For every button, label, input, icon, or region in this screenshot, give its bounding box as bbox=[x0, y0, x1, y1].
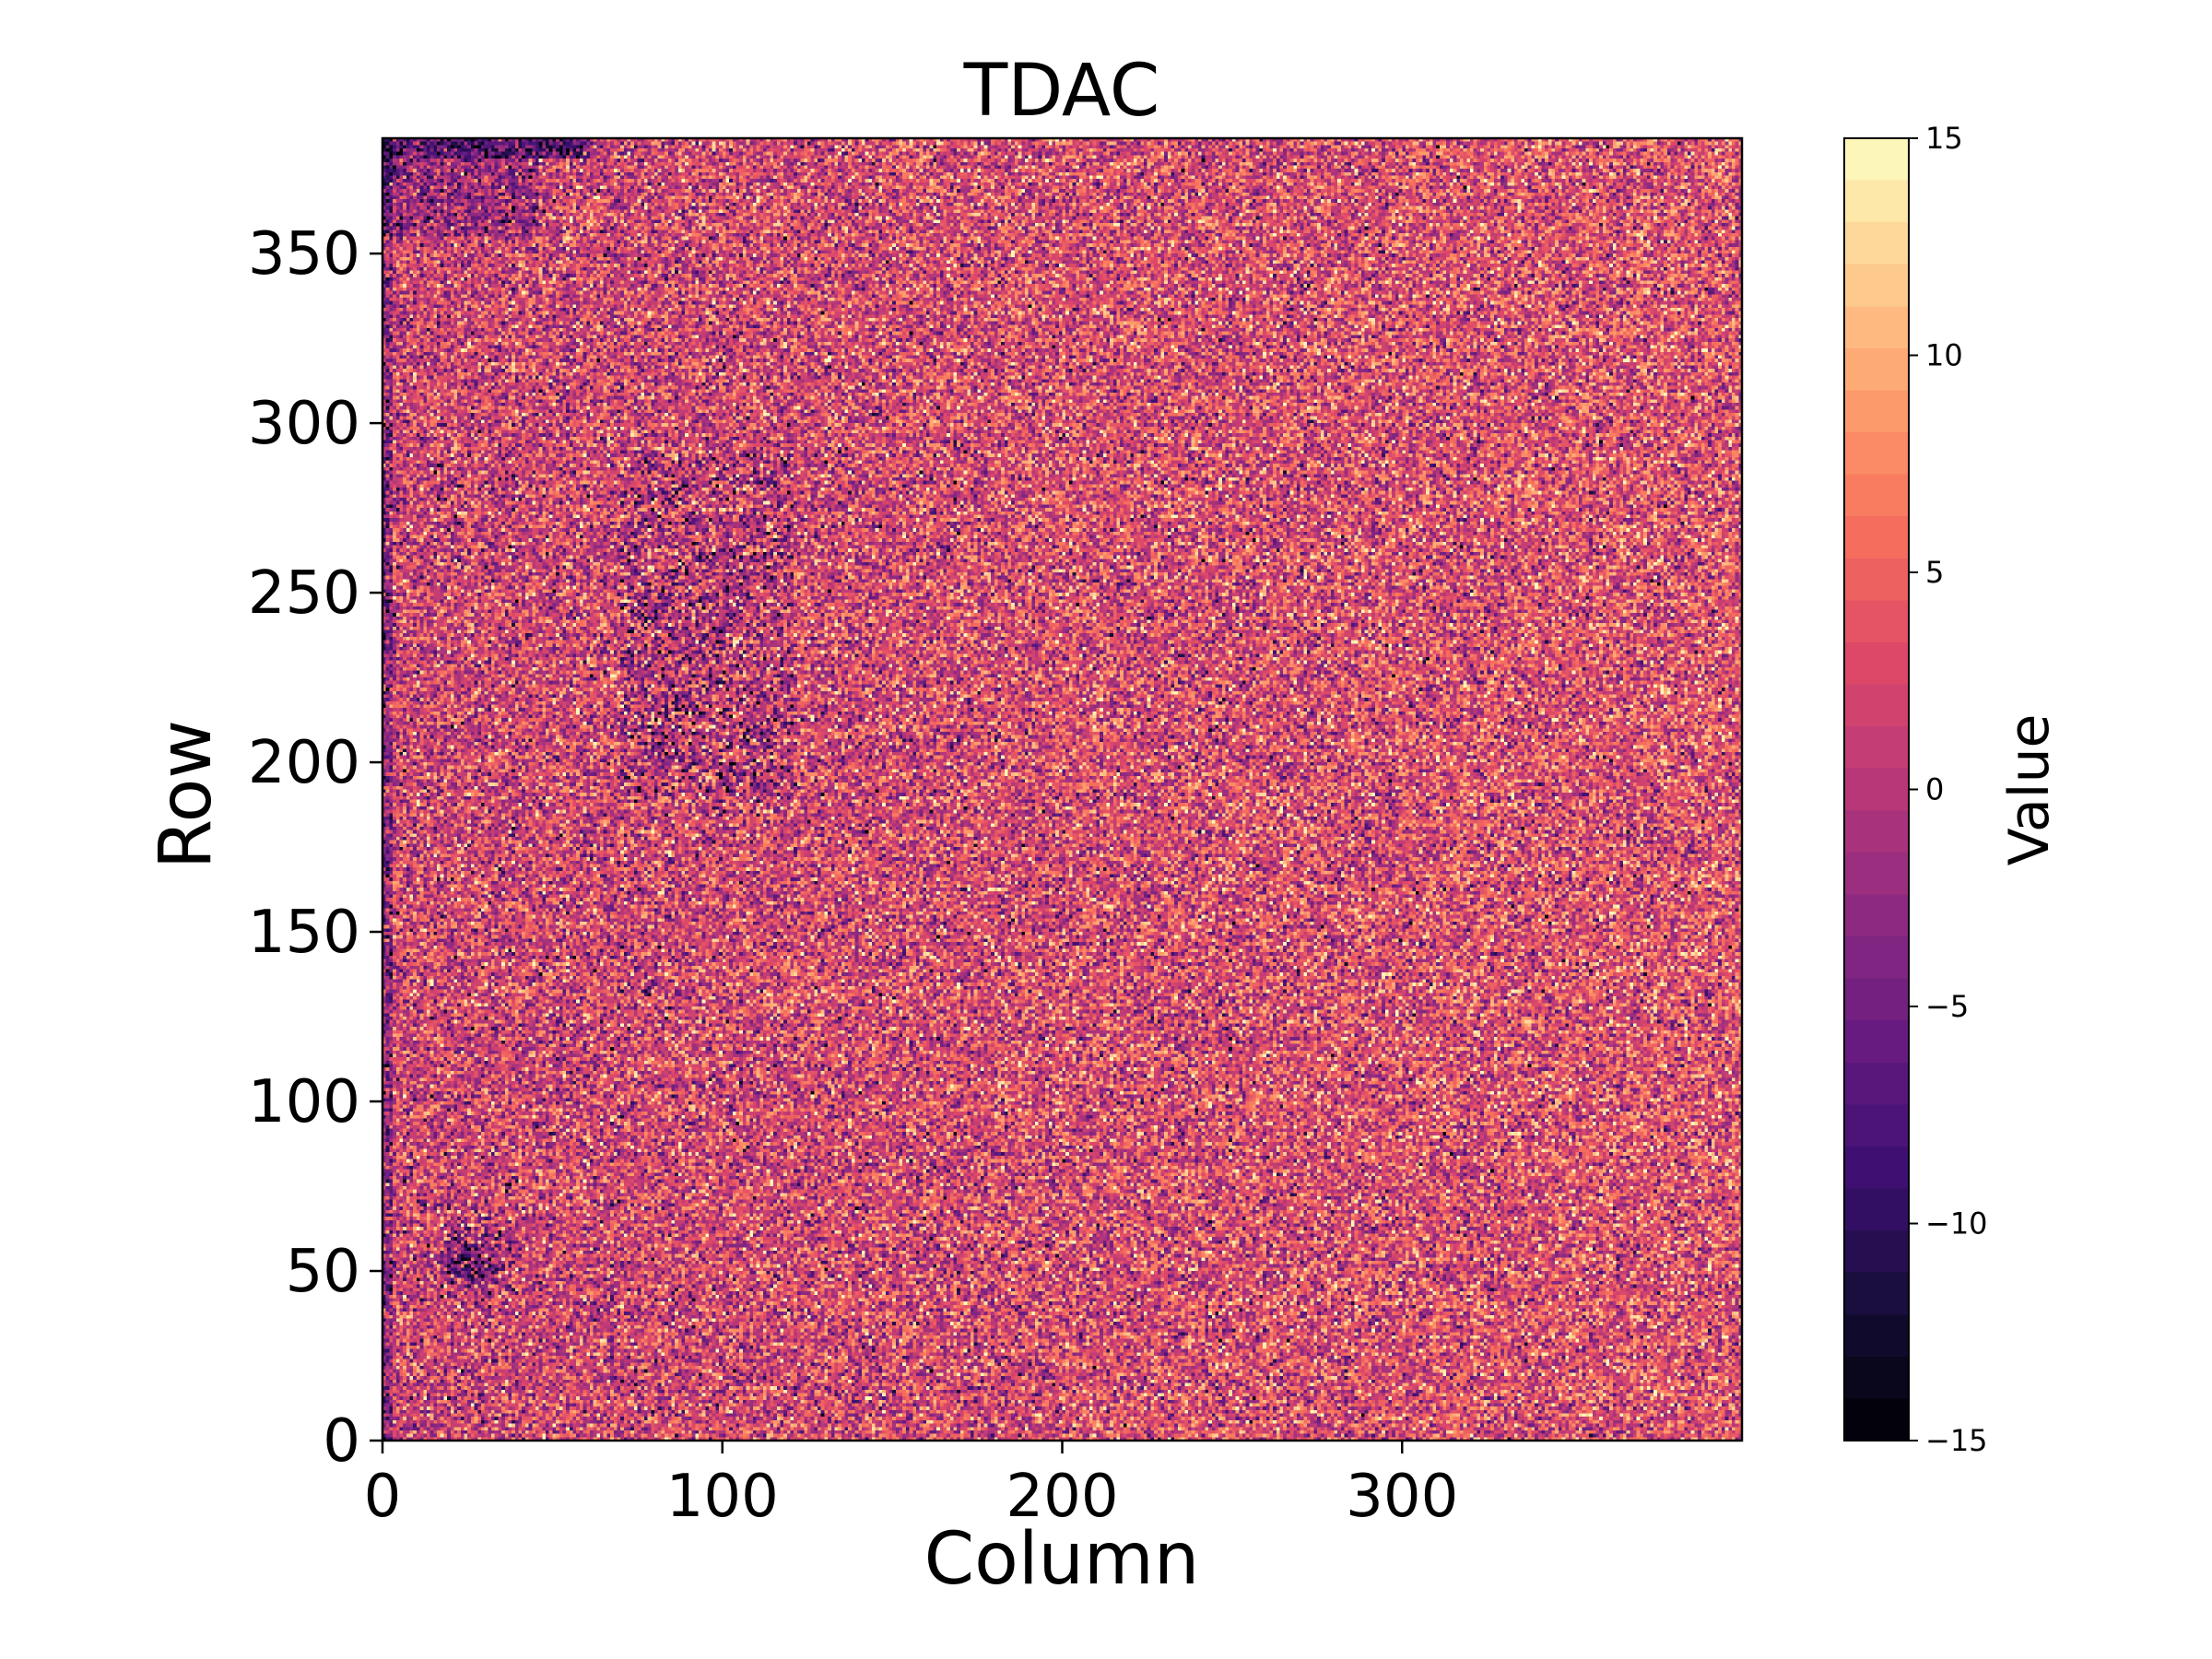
x-axis-label: Column bbox=[924, 1518, 1200, 1601]
y-tick-label-100: 100 bbox=[248, 1068, 360, 1136]
colorbar-tick-label-4: 5 bbox=[1925, 555, 1944, 590]
x-tick-label-0: 0 bbox=[364, 1463, 402, 1531]
colorbar-axis: −15 −10 −5 0 5 10 15 bbox=[1909, 121, 1988, 1458]
y-tick-label-150: 150 bbox=[248, 899, 360, 967]
y-tick-label-50: 50 bbox=[286, 1238, 360, 1306]
colorbar-tick-label-6: 15 bbox=[1925, 121, 1963, 156]
colorbar-label: Value bbox=[1997, 714, 2062, 866]
y-tick-label-0: 0 bbox=[323, 1407, 360, 1476]
plot-frame bbox=[381, 136, 1744, 1442]
colorbar-tick-label-2: −5 bbox=[1925, 989, 1969, 1024]
y-axis: 0 50 100 150 200 250 300 350 bbox=[248, 220, 382, 1476]
y-tick-label-300: 300 bbox=[248, 390, 360, 458]
colorbar-gradient bbox=[1844, 138, 1909, 1441]
x-axis: 0 100 200 300 bbox=[364, 1441, 1458, 1531]
colorbar-tick-label-5: 10 bbox=[1925, 338, 1963, 373]
x-tick-label-200: 200 bbox=[1006, 1463, 1118, 1531]
y-tick-label-250: 250 bbox=[248, 559, 360, 628]
y-tick-label-200: 200 bbox=[248, 729, 360, 797]
x-tick-label-100: 100 bbox=[666, 1463, 779, 1531]
colorbar-tick-label-3: 0 bbox=[1925, 772, 1944, 807]
y-axis-label: Row bbox=[145, 720, 228, 869]
heatmap-image bbox=[382, 138, 1742, 1441]
colorbar-tick-label-1: −10 bbox=[1925, 1206, 1988, 1241]
colorbar-tick-label-0: −15 bbox=[1925, 1423, 1988, 1458]
chart-title: TDAC bbox=[963, 50, 1160, 133]
colorbar-frame bbox=[1843, 137, 1910, 1441]
x-tick-label-300: 300 bbox=[1346, 1463, 1458, 1531]
y-tick-label-350: 350 bbox=[248, 220, 360, 288]
